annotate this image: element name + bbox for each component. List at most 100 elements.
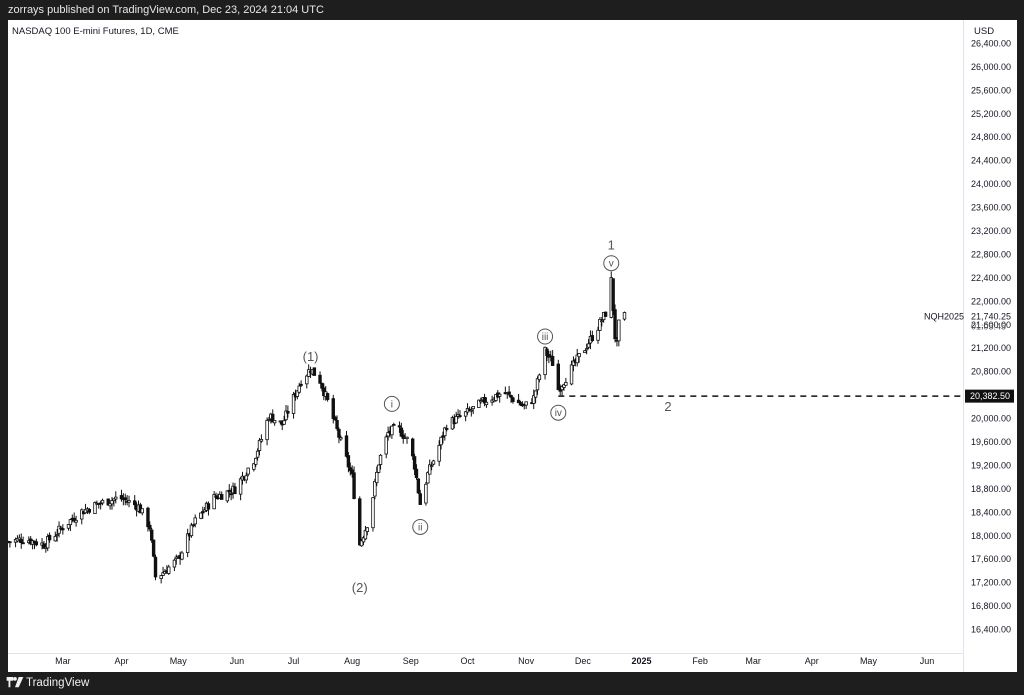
price-tick-label: 18,400.00 (971, 507, 1011, 517)
candle-body (443, 427, 447, 437)
candle-body (219, 494, 224, 500)
wave-label: iv (555, 408, 562, 419)
candle-body (562, 384, 566, 388)
candle-body (46, 536, 50, 549)
wave-label-circle (383, 395, 400, 412)
candle-body (401, 434, 405, 439)
candle-body (399, 427, 404, 437)
candle-body (295, 390, 300, 397)
time-tick-label: May (170, 656, 188, 666)
time-tick-label: Sep (403, 656, 419, 666)
candle-body (482, 396, 487, 404)
candle-body (429, 465, 434, 468)
wave-label: v (609, 259, 614, 270)
wave-label: i (391, 399, 393, 410)
candle-body (537, 374, 542, 381)
wave-label: (2) (352, 580, 368, 595)
tradingview-brand[interactable]: TradingView (26, 677, 90, 689)
candle-body (299, 383, 303, 386)
candle-body (153, 556, 158, 578)
candle-body (47, 534, 52, 541)
time-tick-label: Jun (230, 656, 245, 666)
candle-body (439, 436, 443, 446)
candle-body (516, 399, 521, 404)
candle-body (193, 517, 197, 525)
price-tick-label: 25,600.00 (971, 85, 1011, 95)
candle-body (172, 559, 177, 568)
candle-body (454, 415, 458, 424)
candle-body (339, 437, 343, 440)
candle-body (331, 398, 335, 419)
candle-body (140, 508, 144, 514)
candle-body (556, 363, 561, 391)
candle-body (397, 425, 402, 428)
candle-body (61, 528, 65, 531)
candle-body (259, 439, 264, 442)
candle-body (57, 525, 61, 534)
price-tick-label: 24,400.00 (971, 156, 1011, 166)
time-tick-label: Dec (575, 656, 592, 666)
candle-body (373, 480, 377, 497)
candle-body (148, 524, 152, 530)
candle-body (42, 543, 46, 549)
candle-body (72, 517, 76, 522)
candle-body (252, 463, 256, 470)
price-tick-label: 18,000.00 (971, 531, 1011, 541)
candle-body (550, 356, 555, 366)
candle-body (569, 364, 574, 385)
price-axis-border (963, 20, 964, 672)
price-tick-label: 17,600.00 (971, 554, 1011, 564)
candle-body (17, 537, 22, 541)
candle-body (598, 319, 602, 331)
candle-body (375, 471, 379, 484)
price-tick-label: 23,200.00 (971, 226, 1011, 236)
price-tick-label: 21,600.00 (971, 320, 1011, 330)
price-axis[interactable]: 16,400.00 16,800.00 17,200.00 17,600.00 18,0… (971, 38, 1011, 634)
candle-body (511, 397, 515, 402)
time-tick-label: Feb (692, 656, 708, 666)
candle-body (494, 394, 498, 401)
candle-body (114, 496, 118, 500)
candle-body (532, 395, 536, 404)
time-tick-label: Jun (920, 656, 935, 666)
price-tick-label: 16,800.00 (971, 601, 1011, 611)
time-tick-label: Apr (805, 656, 819, 666)
price-tick-label: 21,200.00 (971, 343, 1011, 353)
candle-body (463, 411, 468, 417)
candle-body (320, 382, 324, 389)
candle-body (431, 460, 436, 465)
candle-body (560, 386, 564, 391)
candle-body (199, 512, 203, 519)
candle-body (371, 497, 375, 529)
candle-body (348, 467, 352, 472)
candle-body (151, 539, 156, 557)
candle-body (390, 425, 394, 436)
wave-label: (1) (303, 349, 319, 364)
symbol-label: NQH2025 (924, 312, 964, 322)
time-tick-label: Nov (518, 656, 535, 666)
candle-body (100, 499, 105, 504)
candle-body (412, 456, 417, 470)
candle-body (127, 500, 131, 503)
candle-body (238, 478, 243, 495)
candle-body (426, 472, 430, 484)
price-tick-label: 19,200.00 (971, 460, 1011, 470)
candle-body (55, 534, 59, 536)
candle-body (358, 498, 362, 546)
candle-body (297, 385, 301, 393)
candle-body (286, 410, 290, 414)
candle-body (80, 509, 84, 520)
candle-body (21, 542, 25, 545)
candle-body (257, 439, 262, 451)
time-axis[interactable]: Mar Apr May Jun Jul Aug Sep Oct Nov Dec 2025 Feb Mar… (55, 656, 934, 666)
candle-body (384, 436, 388, 455)
candle-body (93, 502, 97, 514)
candle-body (386, 432, 390, 437)
time-tick-label: Aug (344, 656, 360, 666)
candle-body (590, 335, 595, 341)
candle-body (167, 566, 171, 574)
time-tick-label: Oct (461, 656, 476, 666)
candle-body (227, 489, 231, 493)
candle-body (484, 401, 489, 406)
